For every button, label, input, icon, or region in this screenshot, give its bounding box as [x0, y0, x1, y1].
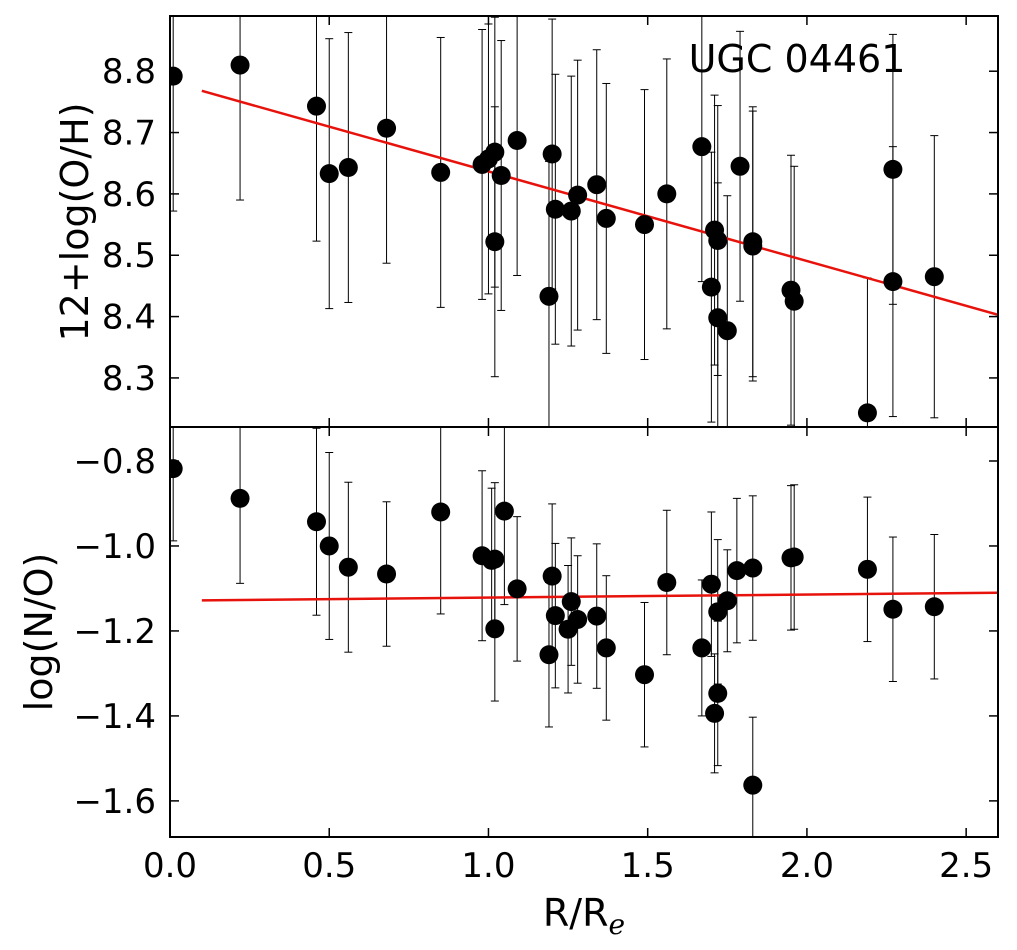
bottom-data-point: [494, 501, 514, 521]
top-data-point: [924, 267, 944, 287]
x-tick-label: 2.5: [939, 846, 993, 886]
bottom-data-point: [743, 775, 763, 795]
bottom-data-point: [708, 683, 728, 703]
top-data-point: [230, 55, 250, 75]
top-data-point: [784, 291, 804, 311]
x-axis-label-subscript: e: [609, 908, 626, 941]
top-data-point: [338, 158, 358, 178]
chart-title: UGC 04461: [689, 37, 906, 81]
x-axis-label-main: R/R: [543, 891, 609, 935]
top-data-point: [701, 277, 721, 297]
top-data-point: [170, 66, 183, 86]
top-data-point: [883, 272, 903, 292]
top-data-point: [730, 156, 750, 176]
top-data-point: [657, 184, 677, 204]
top-y-tick-label: 8.7: [102, 114, 156, 154]
top-data-point: [708, 231, 728, 251]
bottom-data-point: [542, 566, 562, 586]
bottom-y-tick-label: −1.0: [73, 527, 156, 567]
top-data-point: [542, 144, 562, 164]
top-data-point: [319, 164, 339, 184]
bottom-data-point: [635, 665, 655, 685]
bottom-data-point: [431, 502, 451, 522]
bottom-data-point: [857, 559, 877, 579]
bottom-data-point: [539, 645, 559, 665]
bottom-data-point: [587, 606, 607, 626]
top-data-point: [377, 118, 397, 138]
bottom-data-point: [485, 619, 505, 639]
top-data-point: [568, 185, 588, 205]
top-y-axis-label: 12+log(O/H): [53, 102, 97, 341]
top-y-tick-label: 8.3: [102, 359, 156, 399]
top-data-point: [717, 321, 737, 341]
top-data-point: [743, 236, 763, 256]
bottom-data-point: [485, 549, 505, 569]
bottom-y-tick-label: −0.8: [73, 442, 156, 482]
bottom-data-point: [883, 599, 903, 619]
top-data-point: [545, 199, 565, 219]
x-axis-label: R/Re: [543, 891, 625, 941]
bottom-data-point: [230, 488, 250, 508]
top-data-point: [857, 403, 877, 423]
top-data-point: [485, 232, 505, 252]
x-tick-label: 0.0: [143, 846, 197, 886]
bottom-data-point: [657, 573, 677, 593]
bottom-y-tick-label: −1.2: [73, 612, 156, 652]
top-data-point: [539, 286, 559, 306]
bottom-data-point: [727, 561, 747, 581]
bottom-data-point: [377, 564, 397, 584]
bottom-data-point: [545, 606, 565, 626]
x-tick-label: 1.0: [461, 846, 515, 886]
top-data-point: [635, 215, 655, 235]
bottom-fit-line: [201, 591, 998, 602]
top-data-point: [692, 137, 712, 157]
top-data-point: [431, 162, 451, 182]
bottom-data-point: [338, 557, 358, 577]
top-fit-line: [201, 89, 998, 316]
bottom-plot-frame: [169, 426, 999, 838]
bottom-data-point: [596, 638, 616, 658]
bottom-data-point: [568, 609, 588, 629]
bottom-y-tick-label: −1.4: [73, 697, 156, 737]
bottom-data-point: [701, 574, 721, 594]
bottom-y-tick-label: −1.6: [73, 782, 156, 822]
x-tick-label: 2.0: [780, 846, 834, 886]
top-y-tick-label: 8.5: [102, 236, 156, 276]
top-data-point: [507, 131, 527, 151]
bottom-data-point: [507, 579, 527, 599]
bottom-data-point: [705, 703, 725, 723]
top-data-point: [596, 208, 616, 228]
bottom-data-point: [784, 547, 804, 567]
bottom-data-point: [924, 597, 944, 617]
top-panel-oh-abundance: 8.3 8.4 8.5 8.6 8.7 8.8: [102, 15, 999, 428]
bottom-data-point: [561, 592, 581, 612]
top-data-point: [883, 159, 903, 179]
bottom-data-point: [692, 638, 712, 658]
x-tick-label: 1.5: [621, 846, 675, 886]
top-data-point: [587, 175, 607, 195]
top-y-tick-label: 8.6: [102, 175, 156, 215]
top-data-point: [561, 201, 581, 221]
bottom-panel-no-ratio: 0.0 0.5 1.0 1.5 2.0 2.5 −1.6 −1.4 −1.2 −1.0 −0.8: [73, 426, 999, 886]
top-y-tick-label: 8.4: [102, 298, 156, 338]
bottom-data-point: [743, 558, 763, 578]
top-data-point: [491, 165, 511, 185]
top-y-tick-label: 8.8: [102, 52, 156, 92]
bottom-data-point: [717, 591, 737, 611]
top-data-point: [306, 96, 326, 116]
bottom-data-point: [306, 512, 326, 532]
top-data-point: [485, 142, 505, 162]
top-plot-area: [170, 16, 998, 427]
bottom-data-point: [319, 536, 339, 556]
bottom-y-axis-label: log(N/O): [17, 553, 61, 712]
bottom-plot-area: [170, 427, 998, 837]
x-tick-label: 0.5: [302, 846, 356, 886]
bottom-data-point: [170, 459, 183, 479]
